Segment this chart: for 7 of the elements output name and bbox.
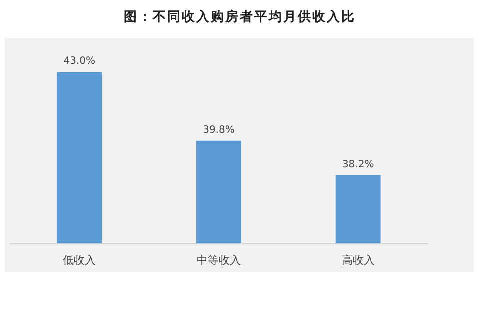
data-label: 38.2% — [342, 159, 374, 170]
x-tick-label: 高收入 — [342, 254, 375, 267]
x-tick-label: 低收入 — [63, 254, 96, 267]
chart-title: 图：不同收入购房者平均月供收入比 — [124, 9, 356, 25]
data-label: 43.0% — [64, 56, 96, 68]
x-tick-label: 中等收入 — [197, 254, 241, 267]
data-label: 39.8% — [203, 124, 235, 136]
